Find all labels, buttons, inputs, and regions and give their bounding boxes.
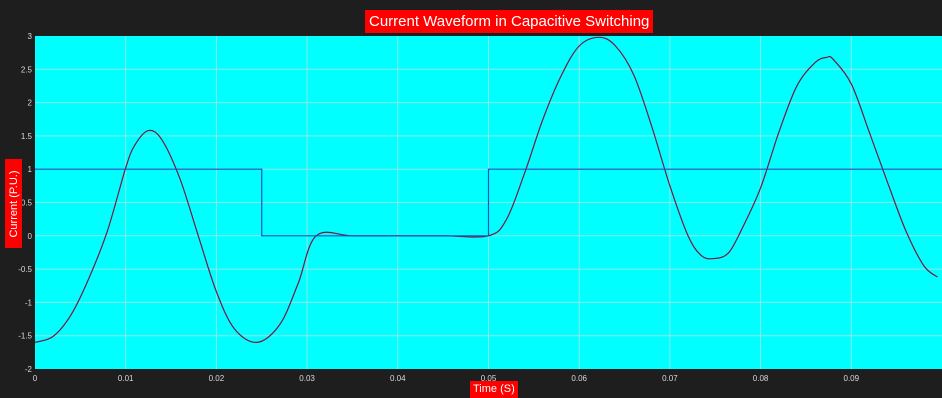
y-tick-label: 0.5: [21, 199, 33, 208]
tick-labels: 0 0.01 0.02 0.03 0.04 0.05 0.06 0.07 0.08 0.09 -2 -…: [18, 32, 859, 383]
x-tick-label: 0.08: [753, 374, 769, 383]
y-axis-label-box: Current (P.U.): [5, 159, 22, 248]
y-tick-label: -1.5: [18, 332, 32, 341]
x-tick-label: 0.06: [571, 374, 587, 383]
y-tick-label: 2.5: [21, 65, 33, 74]
x-tick-label: 0: [33, 374, 38, 383]
y-axis-label: Current (P.U.): [7, 169, 20, 238]
y-tick-label: 3: [28, 32, 33, 41]
switch-state-line: [35, 168, 942, 237]
x-tick-label: 0.03: [299, 374, 315, 383]
y-tick-label: 2: [28, 99, 33, 108]
x-tick-label: 0.01: [118, 374, 134, 383]
chart-title: Current Waveform in Capacitive Switching: [365, 10, 654, 33]
x-axis-label: Time (S): [470, 381, 518, 398]
y-tick-label: -0.5: [18, 265, 32, 274]
y-tick-label: 1: [28, 165, 33, 174]
y-tick-label: -1: [25, 298, 33, 307]
x-tick-label: 0.09: [844, 374, 860, 383]
x-tick-label: 0.02: [209, 374, 225, 383]
x-tick-label: 0.05: [481, 374, 497, 383]
y-tick-label: 0: [28, 232, 33, 241]
y-tick-label: 1.5: [21, 132, 33, 141]
y-tick-label: -2: [25, 365, 33, 374]
current-waveform-line: [34, 36, 938, 343]
x-tick-label: 0.04: [390, 374, 406, 383]
x-tick-label: 0.07: [662, 374, 678, 383]
series-layer: [34, 36, 942, 343]
